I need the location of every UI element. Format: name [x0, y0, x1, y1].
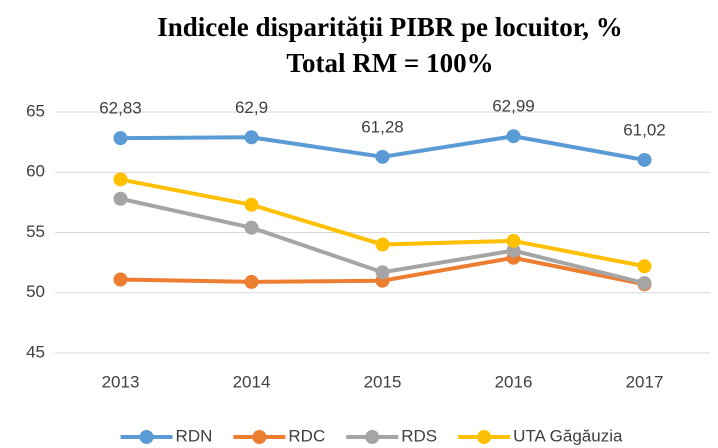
data-point — [244, 274, 259, 289]
legend-marker — [365, 430, 380, 444]
data-point — [113, 172, 128, 187]
legend-label: RDC — [288, 426, 325, 445]
data-point — [506, 233, 521, 248]
data-label: 61,28 — [361, 117, 404, 136]
data-point — [113, 131, 128, 146]
legend-label: RDN — [176, 426, 213, 445]
data-point — [506, 243, 521, 258]
legend-marker — [477, 430, 492, 444]
legend-marker — [139, 430, 154, 444]
y-tick-label: 50 — [26, 282, 45, 301]
data-point — [637, 276, 652, 291]
x-tick-label: 2016 — [495, 372, 533, 391]
data-point — [244, 130, 259, 145]
y-tick-label: 65 — [26, 101, 45, 120]
legend-item: RDS — [346, 426, 437, 445]
legend-marker — [252, 430, 267, 444]
y-tick-label: 45 — [26, 342, 45, 361]
data-point — [375, 237, 390, 252]
x-tick-label: 2015 — [364, 372, 402, 391]
data-label: 62,9 — [235, 98, 268, 117]
legend-label: UTA Găgăuzia — [513, 426, 623, 445]
data-point — [244, 220, 259, 235]
x-tick-label: 2013 — [102, 372, 140, 391]
chart-title: Total RM = 100% — [286, 48, 493, 78]
chart-title: Indicele disparității PIBR pe locuitor, … — [157, 12, 623, 43]
data-point — [113, 191, 128, 206]
data-point — [375, 265, 390, 280]
y-tick-label: 55 — [26, 222, 45, 241]
legend-label: RDS — [401, 426, 437, 445]
data-label: 62,83 — [99, 99, 142, 118]
legend-item: UTA Găgăuzia — [458, 426, 623, 445]
series-line — [120, 177, 645, 269]
data-label: 61,02 — [623, 120, 666, 139]
y-tick-label: 60 — [26, 162, 45, 181]
x-tick-label: 2014 — [233, 372, 271, 391]
data-point — [244, 197, 259, 212]
data-point — [637, 259, 652, 274]
legend-item: RDC — [233, 426, 325, 445]
data-point — [113, 272, 128, 287]
data-point — [506, 129, 521, 144]
legend-item: RDN — [120, 426, 213, 445]
data-point — [375, 149, 390, 164]
data-point — [637, 152, 652, 167]
x-tick-label: 2017 — [626, 372, 664, 391]
data-label: 62,99 — [492, 97, 535, 116]
